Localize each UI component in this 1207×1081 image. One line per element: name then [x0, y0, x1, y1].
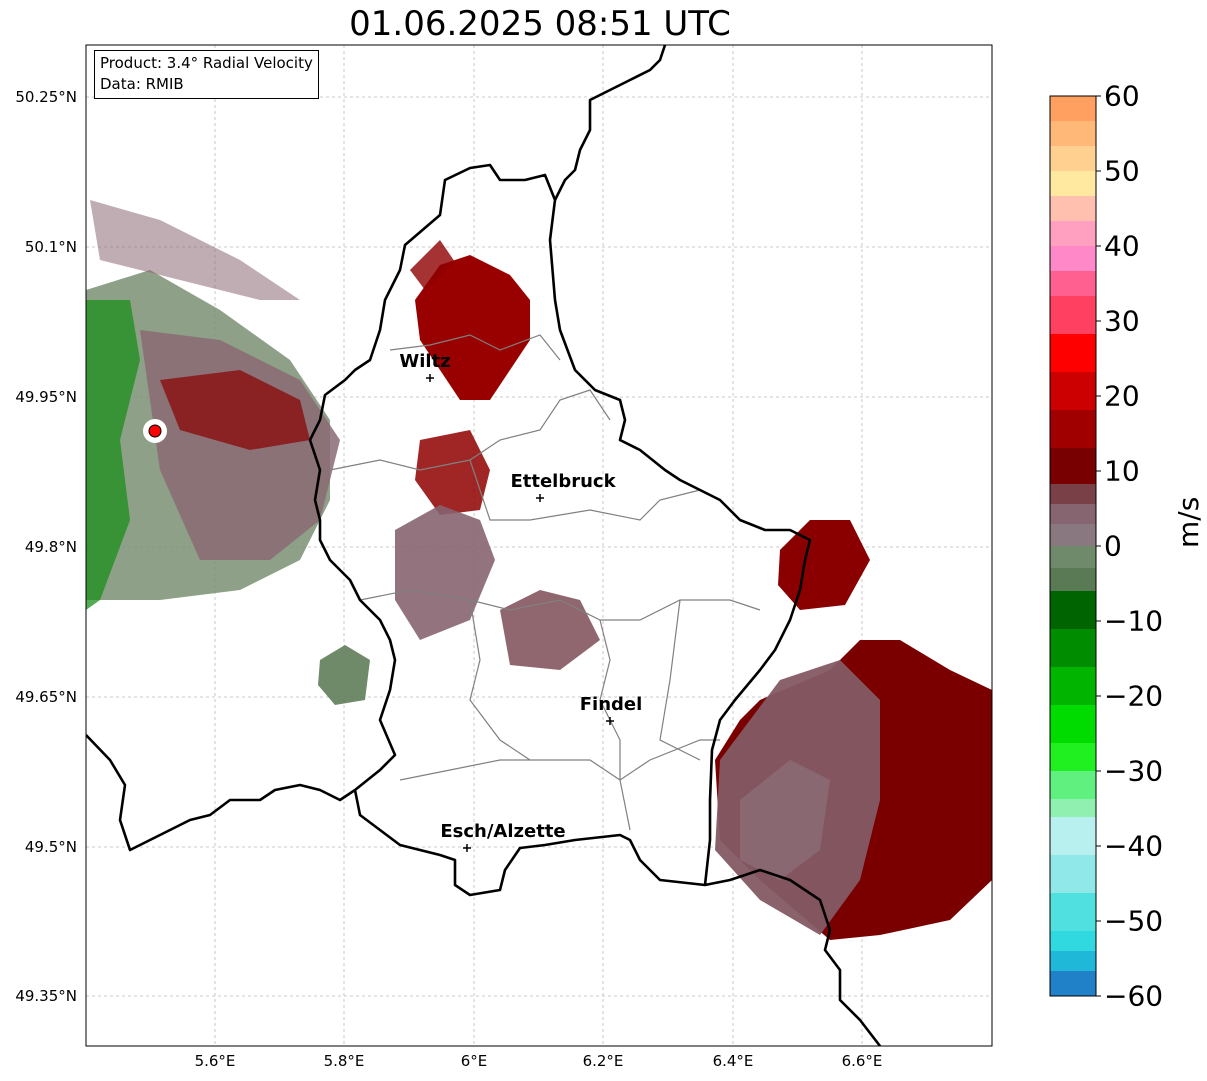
city-markers [426, 374, 614, 852]
radar-echo-central [318, 430, 600, 705]
lon-tick-label: 6.2°E [582, 1052, 624, 1070]
canton-borders [329, 334, 761, 831]
radar-echo-north [410, 240, 530, 400]
lat-tick-label: 49.95°N [15, 388, 77, 406]
lon-tick-label: 6°E [460, 1052, 488, 1070]
map-title: 01.06.2025 08:51 UTC [349, 4, 731, 44]
country-borders [86, 45, 882, 1046]
city-marker-findel [606, 717, 614, 725]
lon-tick-label: 6.6°E [841, 1052, 883, 1070]
colorbar-tick-label: −50 [1104, 904, 1164, 938]
colorbar-tick-label: 60 [1104, 79, 1140, 113]
city-marker-wiltz [426, 374, 434, 382]
radar-site-marker [148, 424, 162, 438]
colorbar-tick-label: −30 [1104, 754, 1164, 788]
lat-tick-label: 50.25°N [15, 88, 77, 106]
colorbar-tick-label: −60 [1104, 979, 1164, 1013]
city-label-ettelbruck: Ettelbruck [510, 471, 616, 492]
colorbar-unit-label: m/s [1172, 496, 1205, 548]
info-box: Product: 3.4° Radial Velocity Data: RMIB [94, 50, 319, 99]
colorbar-tick-label: 30 [1104, 304, 1140, 338]
city-label-wiltz: Wiltz [399, 351, 451, 372]
lat-tick-label: 49.35°N [15, 987, 77, 1005]
city-label-esch-alzette: Esch/Alzette [440, 821, 566, 842]
colorbar-tick-label: 50 [1104, 154, 1140, 188]
radar-echo-east [715, 520, 992, 940]
lon-tick-label: 5.8°E [323, 1052, 365, 1070]
city-label-findel: Findel [579, 694, 643, 715]
colorbar [1049, 95, 1101, 997]
lat-tick-label: 49.65°N [15, 688, 77, 706]
colorbar-tick-label: 0 [1104, 529, 1122, 563]
radar-echo-west [86, 200, 340, 610]
colorbar-tick-label: 20 [1104, 379, 1140, 413]
lon-tick-label: 5.6°E [194, 1052, 236, 1070]
colorbar-tick-label: −40 [1104, 829, 1164, 863]
city-marker-ettelbruck [536, 494, 544, 502]
lat-tick-label: 49.5°N [24, 838, 77, 856]
colorbar-tick-label: 10 [1104, 454, 1140, 488]
colorbar-tick-label: −10 [1104, 604, 1164, 638]
lon-tick-label: 6.4°E [712, 1052, 754, 1070]
colorbar-tick-label: −20 [1104, 679, 1164, 713]
info-product: Product: 3.4° Radial Velocity [100, 54, 313, 72]
lat-tick-label: 49.8°N [24, 538, 77, 556]
info-data-source: Data: RMIB [100, 75, 184, 93]
lat-tick-label: 50.1°N [24, 238, 77, 256]
city-marker-esch [463, 844, 471, 852]
colorbar-tick-label: 40 [1104, 229, 1140, 263]
